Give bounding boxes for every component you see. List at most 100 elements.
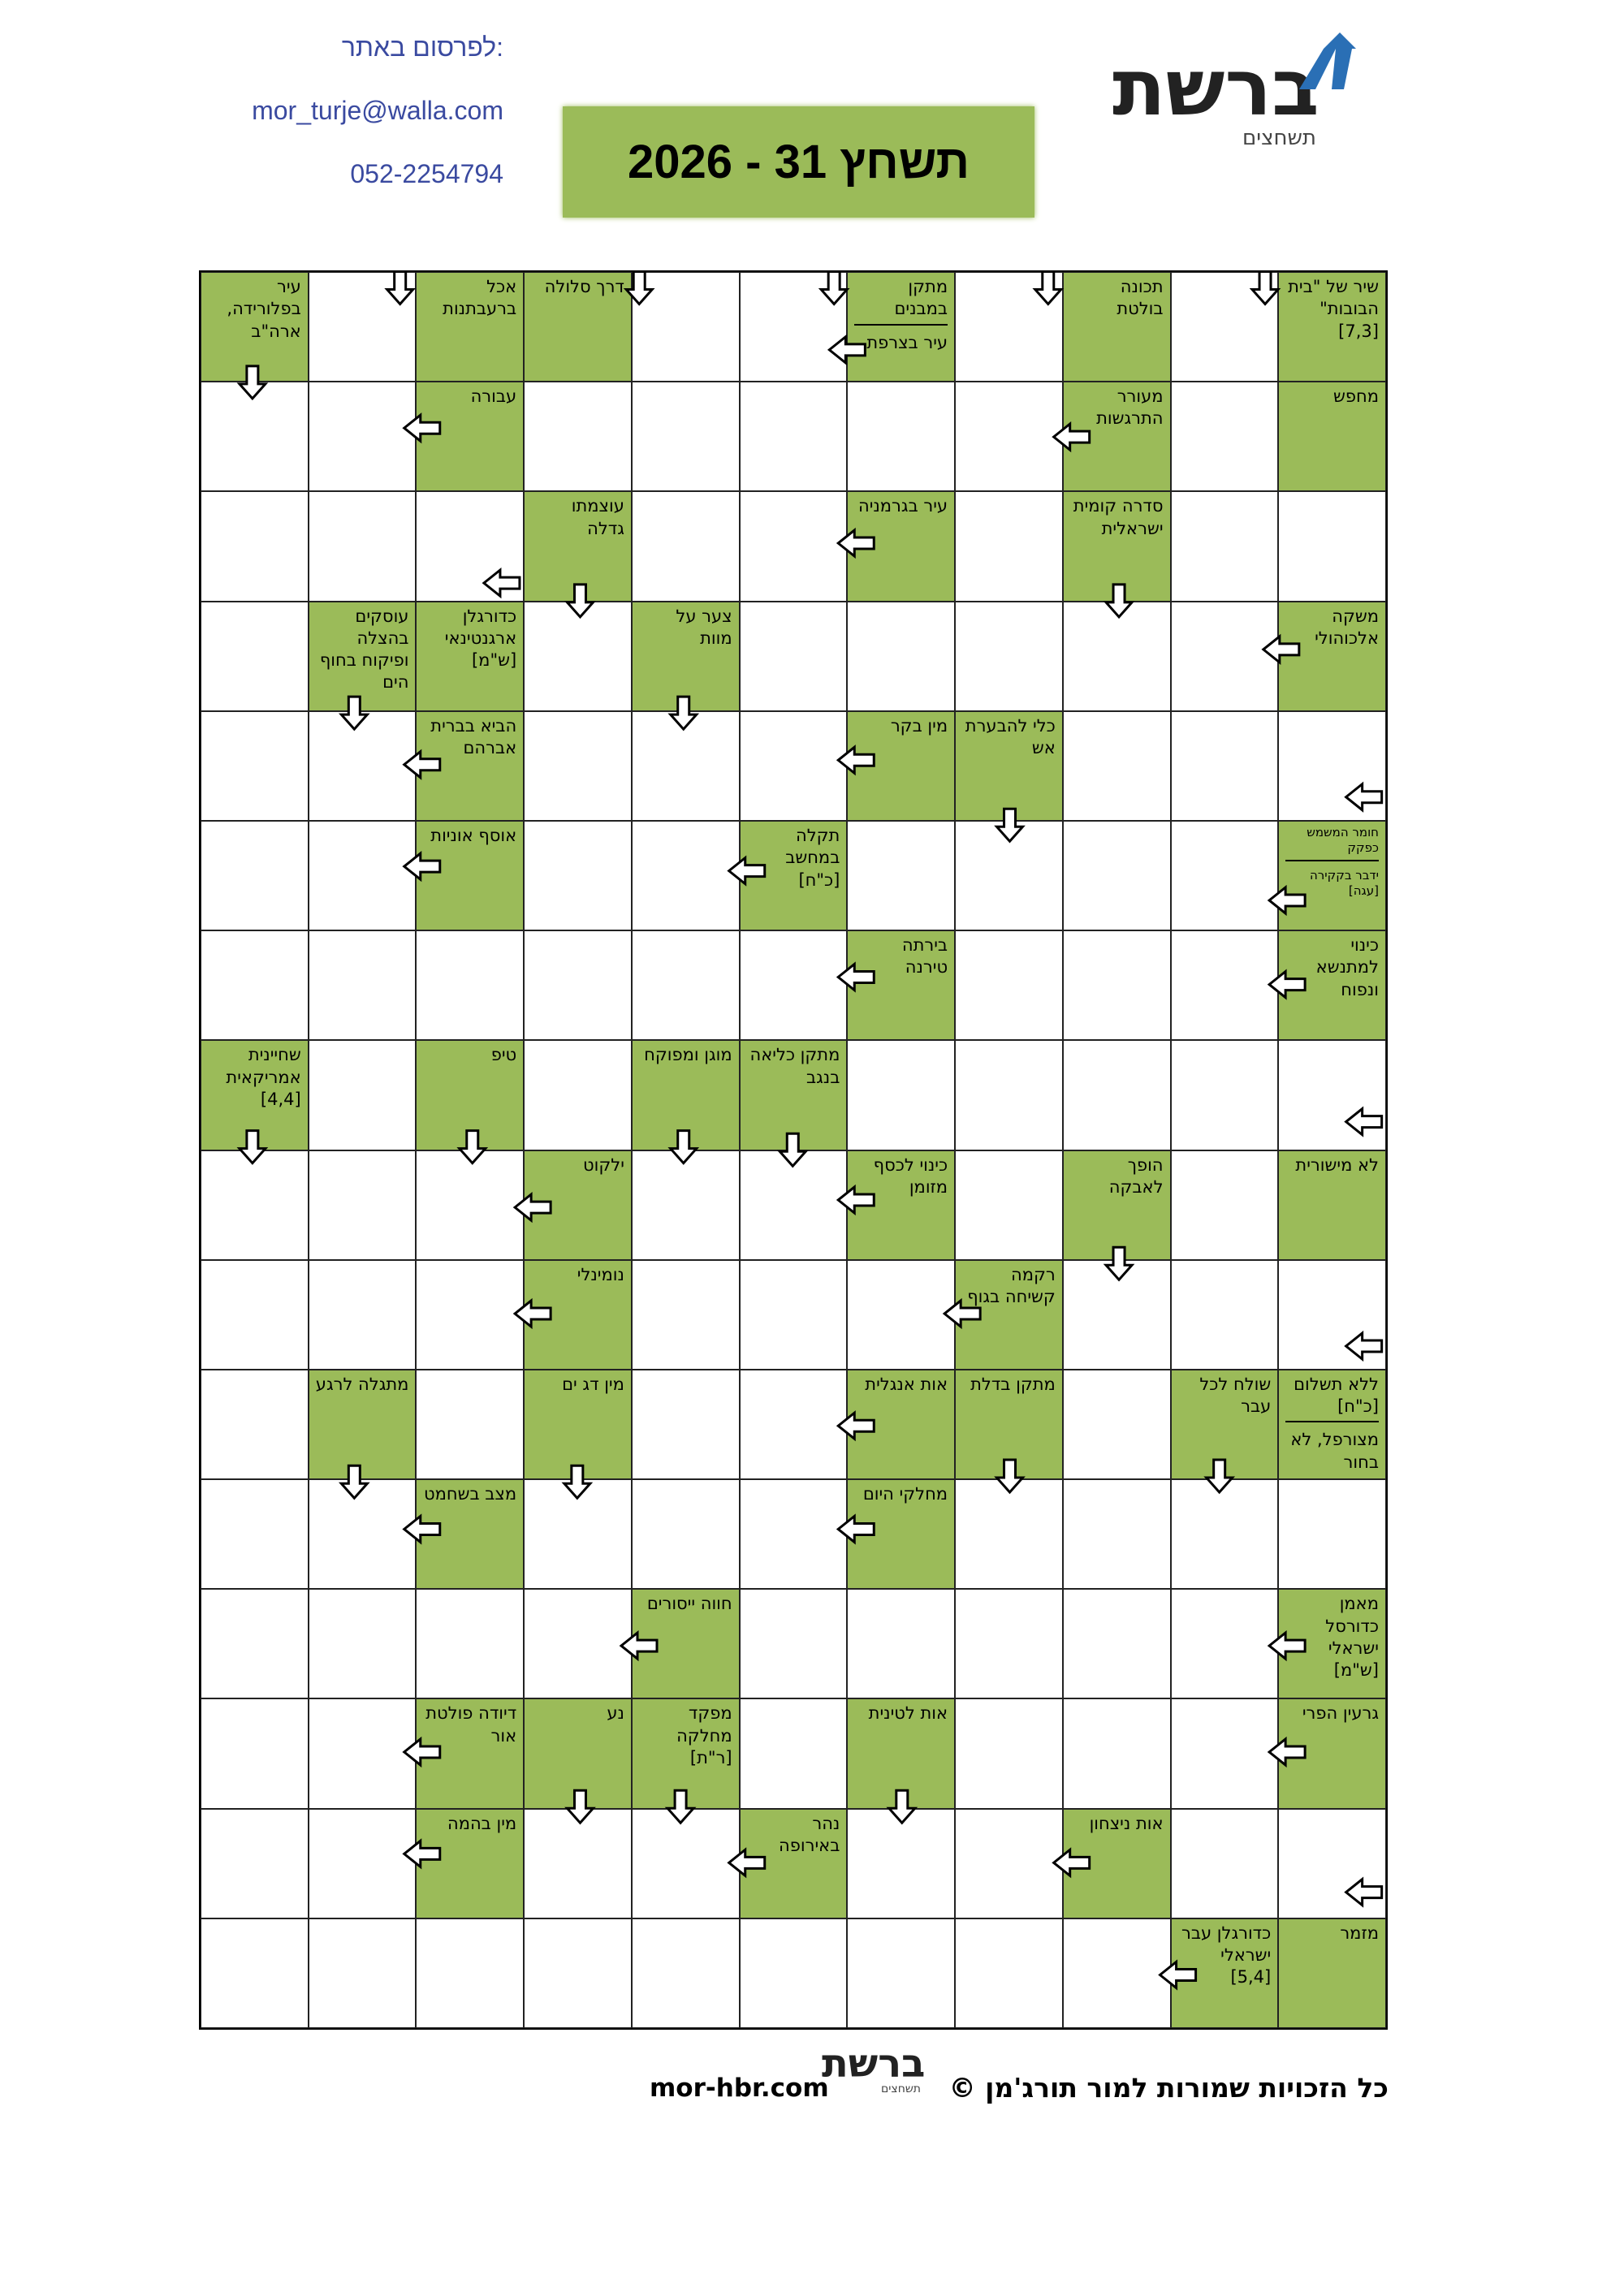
empty-cell[interactable] <box>1170 930 1279 1041</box>
empty-cell[interactable] <box>955 1589 1063 1699</box>
empty-cell[interactable] <box>1062 1040 1171 1150</box>
empty-cell[interactable] <box>524 1808 632 1918</box>
empty-cell[interactable] <box>308 1698 417 1809</box>
empty-cell[interactable] <box>847 1589 956 1699</box>
empty-cell[interactable] <box>201 1259 309 1370</box>
empty-cell[interactable] <box>847 820 956 931</box>
empty-cell[interactable] <box>1278 1040 1386 1150</box>
empty-cell[interactable] <box>1062 1918 1171 2028</box>
empty-cell[interactable] <box>416 1589 525 1699</box>
empty-cell[interactable] <box>524 601 632 711</box>
empty-cell[interactable] <box>631 710 740 821</box>
empty-cell[interactable] <box>847 1808 956 1918</box>
empty-cell[interactable] <box>308 930 417 1041</box>
empty-cell[interactable] <box>1170 1259 1279 1370</box>
empty-cell[interactable] <box>308 382 417 492</box>
empty-cell[interactable] <box>631 1259 740 1370</box>
empty-cell[interactable] <box>308 272 417 382</box>
empty-cell[interactable] <box>201 601 309 711</box>
empty-cell[interactable] <box>739 930 848 1041</box>
empty-cell[interactable] <box>955 601 1063 711</box>
empty-cell[interactable] <box>739 1259 848 1370</box>
empty-cell[interactable] <box>201 491 309 602</box>
empty-cell[interactable] <box>308 820 417 931</box>
empty-cell[interactable] <box>1170 820 1279 931</box>
empty-cell[interactable] <box>631 272 740 382</box>
empty-cell[interactable] <box>201 930 309 1041</box>
empty-cell[interactable] <box>416 1369 525 1480</box>
empty-cell[interactable] <box>201 1150 309 1260</box>
empty-cell[interactable] <box>739 1698 848 1809</box>
empty-cell[interactable] <box>308 1918 417 2028</box>
empty-cell[interactable] <box>524 1040 632 1150</box>
empty-cell[interactable] <box>308 1150 417 1260</box>
empty-cell[interactable] <box>1170 1589 1279 1699</box>
empty-cell[interactable] <box>955 1479 1063 1590</box>
empty-cell[interactable] <box>201 382 309 492</box>
empty-cell[interactable] <box>416 1259 525 1370</box>
empty-cell[interactable] <box>524 1918 632 2028</box>
empty-cell[interactable] <box>955 930 1063 1041</box>
empty-cell[interactable] <box>847 1040 956 1150</box>
empty-cell[interactable] <box>955 382 1063 492</box>
empty-cell[interactable] <box>1062 1369 1171 1480</box>
empty-cell[interactable] <box>631 930 740 1041</box>
empty-cell[interactable] <box>631 1918 740 2028</box>
empty-cell[interactable] <box>955 1918 1063 2028</box>
empty-cell[interactable] <box>739 1479 848 1590</box>
empty-cell[interactable] <box>739 710 848 821</box>
empty-cell[interactable] <box>847 1259 956 1370</box>
empty-cell[interactable] <box>201 1479 309 1590</box>
empty-cell[interactable] <box>955 491 1063 602</box>
empty-cell[interactable] <box>631 1808 740 1918</box>
empty-cell[interactable] <box>631 1150 740 1260</box>
empty-cell[interactable] <box>416 491 525 602</box>
empty-cell[interactable] <box>739 382 848 492</box>
empty-cell[interactable] <box>955 1698 1063 1809</box>
empty-cell[interactable] <box>955 1040 1063 1150</box>
empty-cell[interactable] <box>416 930 525 1041</box>
empty-cell[interactable] <box>201 710 309 821</box>
empty-cell[interactable] <box>524 1589 632 1699</box>
empty-cell[interactable] <box>1278 1808 1386 1918</box>
empty-cell[interactable] <box>201 1918 309 2028</box>
empty-cell[interactable] <box>308 1808 417 1918</box>
empty-cell[interactable] <box>1062 601 1171 711</box>
empty-cell[interactable] <box>1170 491 1279 602</box>
empty-cell[interactable] <box>1170 1040 1279 1150</box>
empty-cell[interactable] <box>1062 710 1171 821</box>
empty-cell[interactable] <box>524 710 632 821</box>
empty-cell[interactable] <box>739 491 848 602</box>
empty-cell[interactable] <box>308 1479 417 1590</box>
empty-cell[interactable] <box>631 1369 740 1480</box>
empty-cell[interactable] <box>955 272 1063 382</box>
empty-cell[interactable] <box>524 1479 632 1590</box>
empty-cell[interactable] <box>1170 1479 1279 1590</box>
empty-cell[interactable] <box>524 930 632 1041</box>
empty-cell[interactable] <box>308 710 417 821</box>
empty-cell[interactable] <box>1170 1698 1279 1809</box>
empty-cell[interactable] <box>739 272 848 382</box>
empty-cell[interactable] <box>739 1589 848 1699</box>
empty-cell[interactable] <box>308 491 417 602</box>
empty-cell[interactable] <box>631 1479 740 1590</box>
empty-cell[interactable] <box>201 1698 309 1809</box>
empty-cell[interactable] <box>1062 1589 1171 1699</box>
empty-cell[interactable] <box>1278 710 1386 821</box>
empty-cell[interactable] <box>739 1150 848 1260</box>
empty-cell[interactable] <box>308 1040 417 1150</box>
empty-cell[interactable] <box>847 382 956 492</box>
empty-cell[interactable] <box>1062 820 1171 931</box>
empty-cell[interactable] <box>201 820 309 931</box>
empty-cell[interactable] <box>308 1259 417 1370</box>
empty-cell[interactable] <box>524 382 632 492</box>
empty-cell[interactable] <box>1062 1259 1171 1370</box>
empty-cell[interactable] <box>1170 710 1279 821</box>
empty-cell[interactable] <box>1170 1150 1279 1260</box>
empty-cell[interactable] <box>1062 1479 1171 1590</box>
empty-cell[interactable] <box>739 1918 848 2028</box>
empty-cell[interactable] <box>631 491 740 602</box>
empty-cell[interactable] <box>955 820 1063 931</box>
empty-cell[interactable] <box>847 601 956 711</box>
empty-cell[interactable] <box>1278 491 1386 602</box>
